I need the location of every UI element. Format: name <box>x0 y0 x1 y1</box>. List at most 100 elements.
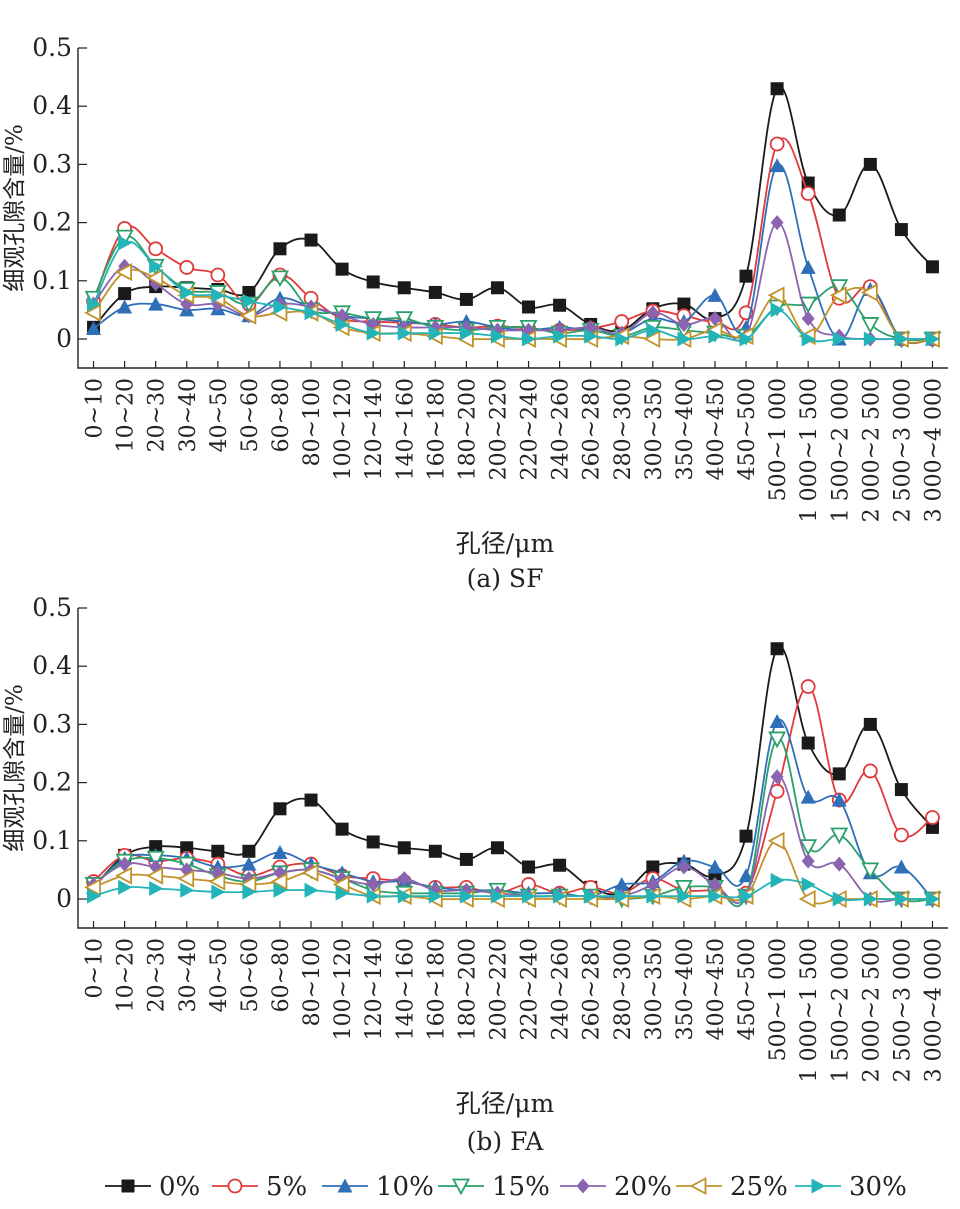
x-tick-label: 40~50 <box>207 938 232 1012</box>
data-point <box>584 888 599 904</box>
data-point <box>273 242 287 256</box>
data-point <box>798 889 816 909</box>
series-line <box>93 878 933 902</box>
data-point <box>799 296 818 314</box>
x-tick-label: 1 500~2 000 <box>828 378 853 522</box>
x-tick-label: 80~100 <box>300 938 325 1026</box>
data-point <box>770 302 785 318</box>
data-point <box>273 882 288 898</box>
y-tick-label: 0.4 <box>32 91 72 120</box>
data-point <box>830 279 849 297</box>
data-point <box>395 311 414 329</box>
x-tick-label: 140~160 <box>393 938 418 1040</box>
series-line <box>92 240 933 343</box>
data-point <box>366 325 381 341</box>
x-tick-label: 2 500~3 000 <box>890 378 915 522</box>
x-tick-label: 200~220 <box>486 938 511 1040</box>
y-tick-label: 0.5 <box>32 593 72 622</box>
data-point <box>332 875 350 894</box>
data-point <box>211 844 225 858</box>
x-tick-label: 0~10 <box>83 378 108 438</box>
data-point <box>863 331 878 347</box>
data-point <box>118 287 132 301</box>
legend-marker <box>451 1178 471 1196</box>
data-point <box>553 298 567 312</box>
x-tick-label: 0~10 <box>83 938 108 998</box>
y-tick-label: 0.1 <box>32 826 72 855</box>
x-tick-label: 400~450 <box>704 938 729 1040</box>
x-tick-label: 40~50 <box>207 378 232 452</box>
x-tick-label: 10~20 <box>114 938 139 1012</box>
data-point <box>894 891 909 907</box>
data-point <box>801 331 816 347</box>
data-point <box>894 331 909 347</box>
y-tick-label: 0 <box>56 324 72 353</box>
legend-item-5pct: 5% <box>212 1172 307 1202</box>
data-point <box>767 831 785 850</box>
data-point <box>770 769 784 785</box>
data-point <box>614 876 630 891</box>
legend-label: 10% <box>376 1172 434 1202</box>
data-point <box>428 285 442 299</box>
data-point <box>273 802 287 816</box>
x-tick-label: 120~140 <box>362 938 387 1040</box>
data-point <box>894 223 908 237</box>
data-point <box>707 287 723 302</box>
x-tick-label: 220~240 <box>518 378 543 480</box>
data-point <box>180 284 195 300</box>
data-point <box>553 888 568 904</box>
data-point <box>304 882 319 898</box>
y-tick-label: 0.2 <box>32 768 72 797</box>
data-point <box>646 305 660 321</box>
x-tick-label: 300~350 <box>642 938 667 1040</box>
legend-label: 20% <box>614 1172 672 1202</box>
x-tick-label: 50~60 <box>238 938 263 1012</box>
legend-label: 0% <box>159 1172 200 1202</box>
data-point <box>739 269 753 283</box>
legend-label: 25% <box>730 1172 788 1202</box>
data-point <box>553 328 568 344</box>
data-point <box>366 876 380 892</box>
x-tick-label: 260~280 <box>580 378 605 480</box>
data-point <box>459 852 473 866</box>
x-tick-label: 3 000~4 000 <box>921 378 946 522</box>
data-point <box>831 792 847 807</box>
y-tick-label: 0.3 <box>32 709 72 738</box>
data-point <box>146 268 164 287</box>
data-point <box>397 871 411 887</box>
x-tick-label: 2 000~2 500 <box>859 378 884 522</box>
x-tick-label: 200~220 <box>486 378 511 480</box>
data-point <box>799 839 818 857</box>
data-point <box>177 869 195 888</box>
data-point <box>832 856 846 872</box>
data-point <box>860 283 878 302</box>
data-point <box>646 888 661 904</box>
x-tick-label: 220~240 <box>518 938 543 1040</box>
data-point <box>366 835 380 849</box>
data-point <box>272 844 288 859</box>
panel-caption: (a) SF <box>467 564 544 593</box>
x-tick-label: 300~350 <box>642 378 667 480</box>
data-point <box>522 860 536 874</box>
data-point <box>677 859 691 875</box>
data-point <box>800 789 816 804</box>
data-point <box>925 810 940 825</box>
data-point <box>490 281 504 295</box>
data-point <box>767 286 785 305</box>
x-tick-label: 500~1 000 <box>766 378 791 501</box>
legend-marker <box>337 1178 353 1193</box>
series-line <box>93 839 933 905</box>
legend-marker <box>811 1178 826 1194</box>
x-tick-label: 100~120 <box>331 938 356 1040</box>
data-point <box>674 879 693 897</box>
data-point <box>770 82 784 96</box>
y-tick-label: 0.3 <box>32 149 72 178</box>
data-point <box>210 267 226 283</box>
series-30pct <box>87 872 940 907</box>
legend-marker <box>576 1178 590 1194</box>
data-point <box>490 841 504 855</box>
x-tick-label: 10~20 <box>114 378 139 452</box>
data-point <box>646 876 660 892</box>
x-tick-label: 500~1 000 <box>766 938 791 1061</box>
